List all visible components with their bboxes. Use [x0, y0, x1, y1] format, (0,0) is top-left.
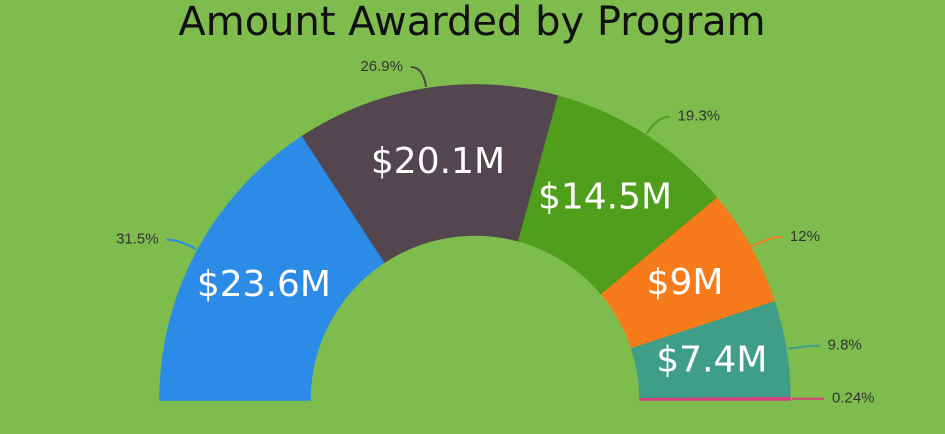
percent-label: 31.5%	[116, 231, 159, 248]
amount-label: $14.5M	[538, 176, 672, 217]
chart-title: Amount Awarded by Program	[178, 0, 765, 45]
percent-label: 9.8%	[828, 337, 862, 354]
percent-label: 12%	[790, 228, 820, 245]
amount-label: $9M	[647, 262, 724, 303]
percent-label: 26.9%	[360, 58, 403, 75]
percent-label: 19.3%	[678, 108, 721, 125]
amount-label: $23.6M	[197, 264, 331, 305]
segment	[640, 398, 790, 400]
amount-label: $20.1M	[371, 141, 505, 182]
percent-label: 0.24%	[832, 390, 875, 407]
amount-label: $7.4M	[656, 339, 767, 380]
